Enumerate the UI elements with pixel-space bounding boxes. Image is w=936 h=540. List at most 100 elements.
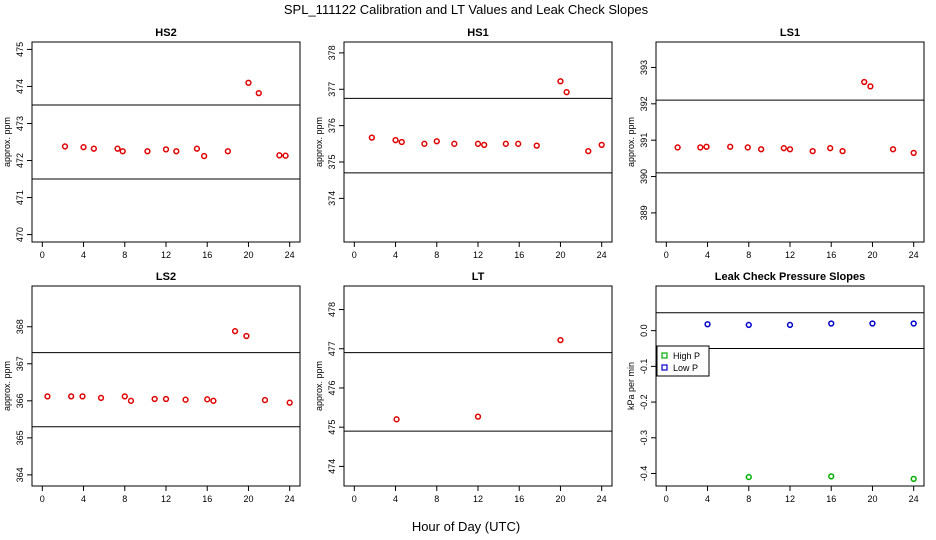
x-tick-label: 8 bbox=[746, 250, 751, 260]
x-tick-label: 8 bbox=[434, 250, 439, 260]
panel-title: LT bbox=[472, 271, 485, 283]
data-point bbox=[200, 152, 208, 160]
x-tick-label: 16 bbox=[202, 250, 212, 260]
data-point bbox=[704, 321, 711, 328]
data-point bbox=[276, 152, 283, 159]
y-tick-label: 392 bbox=[639, 96, 649, 111]
y-tick-label: 471 bbox=[15, 190, 25, 205]
data-point bbox=[744, 144, 751, 151]
data-point bbox=[869, 320, 876, 327]
x-tick-label: 24 bbox=[909, 494, 919, 504]
y-tick-label: 476 bbox=[327, 380, 337, 395]
y-tick-label: 470 bbox=[15, 227, 25, 242]
data-point bbox=[745, 321, 752, 329]
panel-title: Leak Check Pressure Slopes bbox=[715, 271, 865, 283]
data-point bbox=[392, 137, 399, 144]
data-point bbox=[780, 145, 787, 152]
data-point bbox=[261, 396, 269, 404]
x-tick-label: 20 bbox=[555, 250, 565, 260]
y-tick-label: -0.2 bbox=[639, 394, 649, 410]
y-axis-label: approx. ppm bbox=[2, 361, 12, 411]
panel-6: Leak Check Pressure Slopes 0 4 8 12 16 20 24 -0.… bbox=[626, 271, 925, 504]
x-tick-label: 16 bbox=[514, 250, 524, 260]
y-axis-label: approx. ppm bbox=[314, 117, 324, 167]
y-tick-label: 474 bbox=[15, 79, 25, 94]
data-point bbox=[533, 142, 540, 149]
y-tick-label: 475 bbox=[327, 420, 337, 435]
data-point bbox=[79, 393, 86, 400]
data-point bbox=[245, 79, 252, 86]
panel-title: HS1 bbox=[467, 27, 488, 39]
legend-swatch bbox=[661, 352, 668, 359]
data-point bbox=[421, 140, 428, 147]
legend-box bbox=[656, 345, 710, 377]
y-axis-label: kPa per min bbox=[626, 362, 636, 410]
data-point bbox=[828, 473, 835, 480]
data-point bbox=[557, 336, 564, 344]
data-point bbox=[44, 393, 51, 400]
data-point bbox=[786, 146, 794, 153]
data-point bbox=[481, 141, 488, 149]
y-tick-label: 378 bbox=[327, 45, 337, 60]
x-tick-label: 16 bbox=[202, 494, 212, 504]
panel-4: LS2 0 4 8 12 16 20 24 364 365 366 367 368 approx. ppm bbox=[2, 271, 301, 504]
x-tick-label: 0 bbox=[352, 494, 357, 504]
data-point bbox=[757, 146, 765, 153]
x-tick-label: 4 bbox=[81, 250, 86, 260]
x-tick-label: 8 bbox=[746, 494, 751, 504]
x-tick-label: 12 bbox=[785, 250, 795, 260]
data-point bbox=[910, 149, 917, 157]
x-tick-label: 20 bbox=[555, 494, 565, 504]
figure-xlabel: Hour of Day (UTC) bbox=[412, 519, 520, 534]
x-tick-label: 4 bbox=[393, 250, 398, 260]
x-tick-label: 24 bbox=[597, 494, 607, 504]
data-point bbox=[368, 134, 375, 141]
x-tick-label: 12 bbox=[473, 494, 483, 504]
y-tick-label: -0.4 bbox=[639, 466, 649, 482]
panel-3: LS1 0 4 8 12 16 20 24 389 390 391 392 393 approx. ppm bbox=[626, 27, 925, 260]
data-point bbox=[889, 146, 897, 153]
data-point bbox=[827, 145, 834, 152]
x-tick-label: 8 bbox=[122, 494, 127, 504]
data-point bbox=[119, 148, 126, 155]
data-point bbox=[204, 396, 211, 403]
legend-label: Low P bbox=[673, 363, 698, 373]
data-point bbox=[398, 138, 405, 146]
data-point bbox=[451, 140, 458, 147]
y-axis-label: approx. ppm bbox=[314, 361, 324, 411]
data-point bbox=[598, 141, 605, 149]
x-tick-label: 0 bbox=[352, 250, 357, 260]
data-point bbox=[515, 140, 522, 147]
data-point bbox=[210, 397, 217, 404]
data-point bbox=[674, 144, 681, 151]
y-tick-label: 475 bbox=[15, 42, 25, 57]
data-point bbox=[243, 332, 250, 340]
x-tick-label: 4 bbox=[81, 494, 86, 504]
data-point bbox=[786, 321, 794, 329]
panel-5: LT 0 4 8 12 16 20 24 474 475 476 477 478 approx. ppm bbox=[314, 271, 613, 504]
data-point bbox=[861, 78, 868, 86]
data-point bbox=[144, 148, 151, 155]
y-tick-label: -0.3 bbox=[639, 430, 649, 446]
x-tick-label: 12 bbox=[161, 250, 171, 260]
data-point bbox=[393, 416, 400, 423]
data-point bbox=[809, 147, 816, 155]
y-tick-label: 478 bbox=[327, 302, 337, 317]
data-point bbox=[474, 140, 482, 147]
data-point bbox=[68, 393, 75, 400]
plot-frame bbox=[31, 285, 301, 487]
x-tick-label: 20 bbox=[243, 250, 253, 260]
y-tick-label: 391 bbox=[639, 133, 649, 148]
y-tick-label: 375 bbox=[327, 154, 337, 169]
legend: High P Low P bbox=[656, 345, 710, 377]
x-tick-label: 4 bbox=[393, 494, 398, 504]
data-point bbox=[224, 148, 231, 155]
data-point bbox=[282, 152, 289, 159]
data-point bbox=[839, 147, 846, 155]
figure-title: SPL_111122 Calibration and LT Values and… bbox=[284, 2, 649, 17]
panel-title: HS2 bbox=[155, 27, 176, 39]
data-point bbox=[182, 396, 189, 403]
legend-label: High P bbox=[673, 351, 700, 361]
x-tick-label: 20 bbox=[867, 494, 877, 504]
